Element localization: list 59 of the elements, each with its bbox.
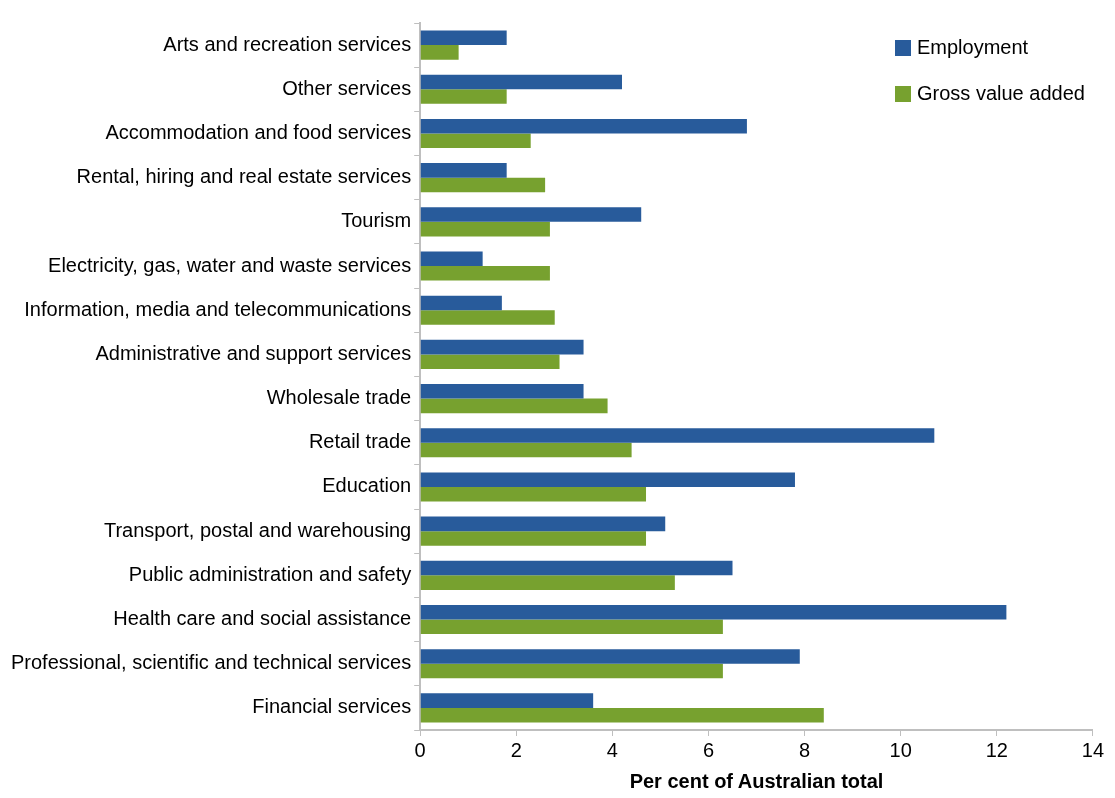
- bar: [420, 707, 824, 723]
- x-tick-label: 12: [985, 738, 1008, 761]
- bar: [420, 74, 622, 90]
- y-tick-label: Financial services: [252, 695, 412, 718]
- bar: [420, 649, 800, 664]
- y-tick-label: Information, media and telecommunications: [24, 297, 412, 320]
- y-tick-label: Rental, hiring and real estate services: [76, 165, 412, 188]
- y-tick-label: Other services: [282, 76, 412, 99]
- bar: [420, 163, 507, 178]
- bar: [420, 663, 723, 679]
- bar: [420, 30, 507, 46]
- bar: [420, 398, 608, 414]
- bar: [420, 486, 647, 502]
- x-axis-title: Per cent of Australian total: [629, 769, 884, 792]
- bar: [420, 516, 666, 532]
- y-tick-label: Administrative and support services: [95, 341, 412, 364]
- bar: [420, 560, 733, 576]
- bar: [420, 295, 502, 311]
- bar: [420, 428, 935, 443]
- bar: [420, 177, 546, 193]
- bar: [420, 89, 507, 104]
- y-tick-label: Tourism: [341, 209, 412, 232]
- y-tick-label: Wholesale trade: [266, 386, 412, 409]
- bar: [420, 575, 675, 590]
- x-tick-label: 0: [414, 738, 426, 761]
- y-tick-label: Education: [322, 474, 412, 497]
- y-tick-label: Electricity, gas, water and waste services: [48, 253, 412, 276]
- bar: [420, 221, 550, 237]
- bar: [420, 45, 459, 60]
- bar: [420, 531, 647, 546]
- x-tick-label: 14: [1081, 738, 1104, 761]
- y-tick-label: Transport, postal and warehousing: [103, 518, 412, 541]
- y-tick-label: Health care and social assistance: [113, 607, 412, 630]
- legend-label: Employment: [917, 35, 1029, 58]
- y-tick-label: Professional, scientific and technical services: [11, 651, 412, 674]
- x-tick-label: 2: [510, 738, 522, 761]
- x-tick-label: 6: [702, 738, 715, 761]
- bar: [420, 310, 555, 325]
- bar: [420, 604, 1007, 620]
- x-tick-label: 4: [606, 738, 618, 761]
- bar: [420, 619, 723, 635]
- y-tick-label: Retail trade: [308, 430, 412, 453]
- bar: [420, 251, 483, 267]
- bar: [420, 207, 642, 222]
- y-tick-label: Public administration and safety: [128, 562, 412, 585]
- bar: [420, 693, 594, 708]
- bar: [420, 472, 795, 487]
- bar: [420, 384, 584, 399]
- bar: [420, 442, 632, 458]
- legend-label: Gross value added: [917, 81, 1085, 104]
- bar: [420, 118, 747, 134]
- bar: [420, 354, 560, 369]
- y-tick-label: Accommodation and food services: [105, 120, 412, 143]
- bar: [420, 266, 550, 281]
- x-tick-label: 8: [799, 738, 811, 761]
- bar: [420, 133, 531, 149]
- bar: [420, 339, 584, 355]
- x-tick-label: 10: [889, 738, 912, 761]
- y-tick-label: Arts and recreation services: [163, 32, 412, 55]
